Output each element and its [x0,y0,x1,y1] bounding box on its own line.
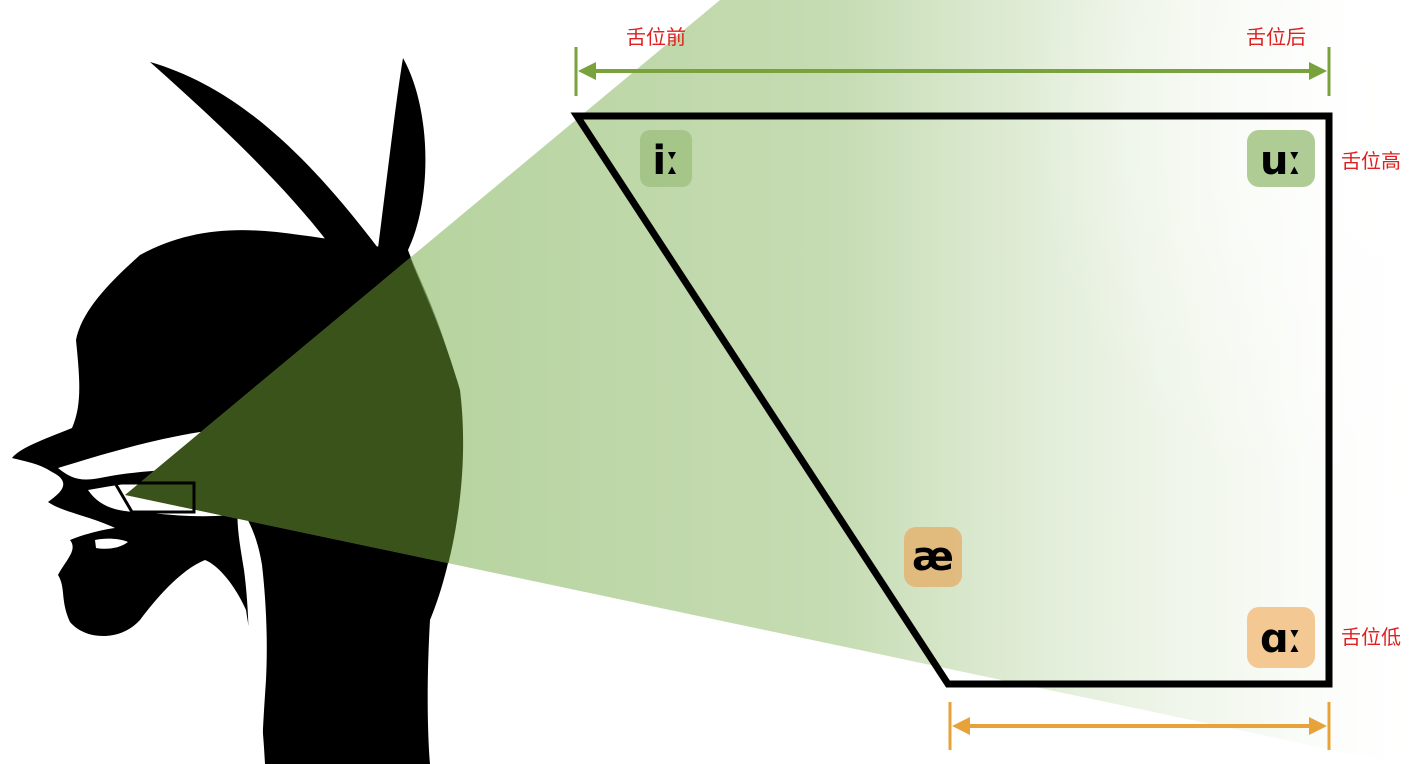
vowel-chip-ae: æ [904,527,962,587]
vowel-i: iː [652,138,679,184]
vowel-chip-a: ɑː [1247,607,1315,668]
vowel-chip-u: uː [1247,130,1315,187]
front-back-arrow-icon [574,47,1331,96]
label-high: 舌位高 [1341,149,1401,173]
vowel-u: uː [1260,138,1302,184]
vowel-chip-i: iː [640,130,692,187]
vowel-a: ɑː [1260,616,1302,662]
vowel-trapezoid-icon [570,112,1333,688]
low-span-arrow-icon [948,702,1331,750]
mouth-trapezoid-icon [112,481,196,514]
label-low: 舌位低 [1341,625,1401,649]
vowel-ae: æ [912,534,954,580]
label-front: 舌位前 [626,25,686,49]
label-back: 舌位后 [1246,25,1306,49]
projection-beam [125,0,1427,764]
